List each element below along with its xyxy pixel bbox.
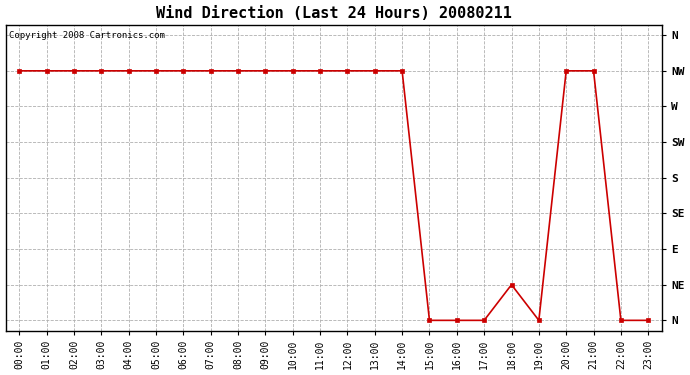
Title: Wind Direction (Last 24 Hours) 20080211: Wind Direction (Last 24 Hours) 20080211 <box>156 6 512 21</box>
Text: Copyright 2008 Cartronics.com: Copyright 2008 Cartronics.com <box>9 31 165 40</box>
